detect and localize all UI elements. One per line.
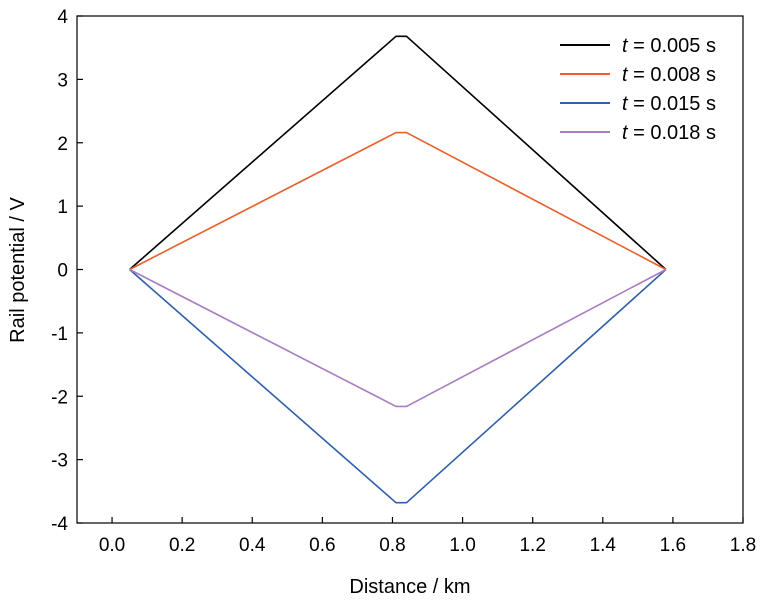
x-tick-label: 1.0 bbox=[449, 535, 475, 556]
y-tick-label: -3 bbox=[51, 451, 68, 472]
series-layer bbox=[129, 35, 667, 504]
x-tick-label: 1.4 bbox=[590, 535, 617, 556]
legend-label-3: t = 0.018 s bbox=[622, 122, 716, 144]
legend: t = 0.005 s t = 0.008 s t = 0.015 s t = 0.0… bbox=[560, 35, 716, 144]
series-line-3 bbox=[129, 268, 667, 408]
y-tick-label: -1 bbox=[51, 324, 68, 345]
x-axis-ticks: 0.0 0.2 0.4 0.6 0.8 1.0 1.2 1.4 1.6 1.8 bbox=[99, 517, 756, 556]
x-tick-label: 0.4 bbox=[239, 535, 266, 556]
legend-label-1: t = 0.008 s bbox=[622, 64, 716, 86]
x-tick-label: 1.2 bbox=[519, 535, 545, 556]
y-tick-label: -4 bbox=[51, 514, 68, 535]
x-tick-label: 0.2 bbox=[169, 535, 195, 556]
y-tick-label: 4 bbox=[57, 7, 68, 28]
y-axis-title: Rail potential / V bbox=[7, 197, 29, 343]
series-line-2 bbox=[129, 268, 667, 504]
x-tick-label: 1.6 bbox=[660, 535, 686, 556]
series-line-1 bbox=[129, 131, 667, 271]
x-tick-label: 0.0 bbox=[99, 535, 125, 556]
x-tick-label: 0.6 bbox=[309, 535, 335, 556]
y-axis-ticks: -4 -3 -2 -1 0 1 2 3 4 bbox=[51, 7, 83, 535]
x-tick-label: 1.8 bbox=[730, 535, 756, 556]
series-line-0 bbox=[129, 35, 667, 271]
x-tick-label: 0.8 bbox=[379, 535, 405, 556]
y-tick-label: -2 bbox=[51, 387, 68, 408]
y-tick-label: 1 bbox=[57, 197, 68, 218]
y-tick-label: 0 bbox=[57, 261, 68, 282]
legend-label-2: t = 0.015 s bbox=[622, 93, 716, 115]
y-tick-label: 3 bbox=[57, 70, 68, 91]
x-axis-title: Distance / km bbox=[349, 576, 470, 598]
y-tick-label: 2 bbox=[57, 134, 68, 155]
legend-label-0: t = 0.005 s bbox=[622, 35, 716, 57]
